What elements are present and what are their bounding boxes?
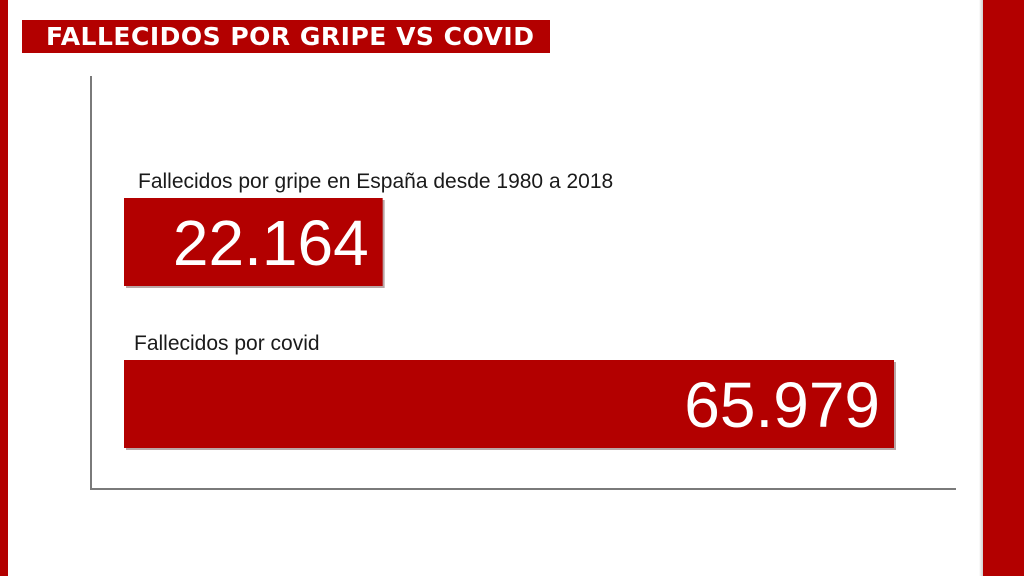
value-label: 65.979	[684, 369, 880, 441]
bar-1	[124, 360, 894, 448]
category-label: Fallecidos por covid	[134, 332, 320, 355]
chart-title: FALLECIDOS POR GRIPE VS COVID	[22, 20, 550, 53]
right-frame-shadow	[979, 0, 983, 576]
category-label: Fallecidos por gripe en España desde 198…	[138, 170, 613, 193]
right-frame-bar	[983, 0, 1024, 576]
left-frame-bar	[0, 0, 8, 576]
bar-0	[124, 198, 383, 286]
value-label: 22.164	[173, 207, 369, 279]
